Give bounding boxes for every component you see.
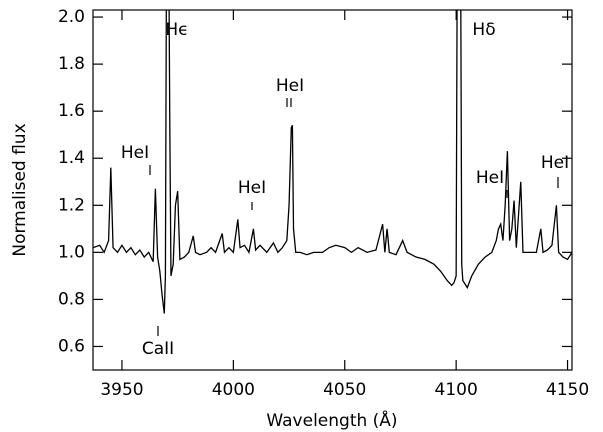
annotation: HeI [476,168,504,188]
y-tick-label: 0.8 [58,289,85,309]
annotation: Hϵ [165,20,188,40]
spectrum-line [93,10,572,314]
x-tick-label: 4150 [546,380,589,400]
y-axis-label: Normalised flux [10,123,30,256]
y-tick-label: 1.2 [58,195,85,215]
annotation: Hδ [472,20,495,40]
x-tick-label: 3950 [100,380,143,400]
y-tick-label: 0.6 [58,336,85,356]
y-tick-label: 1.0 [58,242,85,262]
annotation: HeI [541,153,569,173]
annotation: HeI [121,143,149,163]
y-tick-label: 2.0 [58,7,85,27]
x-axis-label: Wavelength (Å) [266,409,397,431]
y-tick-label: 1.6 [58,101,85,121]
plot-frame [92,9,573,371]
y-tick-label: 1.8 [58,54,85,74]
annotation: CaII [142,339,174,359]
x-tick-label: 4100 [435,380,478,400]
y-tick-label: 1.4 [58,148,85,168]
annotation: HeI [238,178,266,198]
annotation: HeI [276,76,304,96]
x-tick-label: 4000 [212,380,255,400]
x-tick-label: 4050 [323,380,366,400]
